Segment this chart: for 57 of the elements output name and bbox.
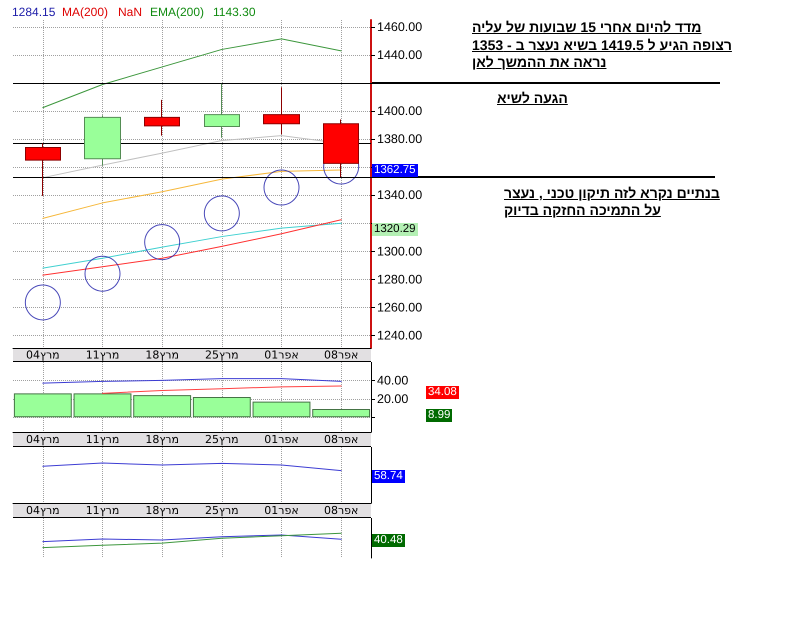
x-tick-label: 04מרץ bbox=[26, 348, 60, 362]
text: 58.74 bbox=[372, 470, 405, 483]
line-series bbox=[42, 169, 342, 219]
x-tick-label: 08אפר bbox=[324, 348, 358, 362]
y-tick-label: 1340.00 bbox=[377, 188, 422, 202]
x-tick-label: 01אפר bbox=[264, 348, 299, 362]
text: EMA(200) bbox=[150, 5, 204, 19]
x-tick-label: 11מרץ bbox=[86, 348, 120, 362]
point bbox=[24, 284, 61, 320]
text: מדד להיום אחרי 15 שבועות של עליה רצופה הגיע ל 1419.5 בשיא נעצר ב - 1353 נראה את ההמשך לאן bbox=[472, 19, 732, 72]
point bbox=[264, 170, 300, 206]
x-tick-label: 25מרץ bbox=[205, 433, 239, 446]
y-tick-label: 1280.00 bbox=[377, 272, 422, 286]
ref-line-label: בנתיים נקרא לזה תיקון טכני , נעצר על התמיכה החזקה בדיוק bbox=[504, 184, 720, 220]
x-tick-label: 18מרץ bbox=[145, 504, 179, 517]
x-tick-label: 04מרץ bbox=[26, 504, 60, 517]
candlestick bbox=[84, 114, 121, 166]
candlestick bbox=[263, 86, 300, 135]
line-series bbox=[42, 222, 342, 269]
y-tick-label: 1440.00 bbox=[377, 48, 422, 62]
text: 8.99 bbox=[426, 409, 452, 422]
x-tick-label: 08אפר bbox=[324, 433, 358, 446]
y-tick-label: 1240.00 bbox=[377, 328, 422, 342]
y-tick-label: 1300.00 bbox=[377, 244, 422, 258]
x-tick-label: 25מרץ bbox=[205, 504, 239, 517]
point bbox=[204, 195, 240, 232]
text: 1320.29 bbox=[372, 223, 418, 236]
line-series bbox=[42, 38, 342, 108]
x-tick-label: 18מרץ bbox=[145, 433, 179, 446]
candlestick bbox=[144, 99, 180, 136]
candlestick bbox=[204, 83, 240, 138]
x-tick-label: 11מרץ bbox=[86, 504, 120, 517]
x-tick-label: 08אפר bbox=[324, 504, 358, 517]
text: NaN bbox=[118, 5, 142, 19]
x-tick-label: 25מרץ bbox=[205, 348, 239, 362]
x-tick-label: 01אפר bbox=[264, 504, 299, 517]
text: 34.08 bbox=[426, 386, 459, 399]
text: 1362.75 bbox=[372, 164, 418, 176]
point bbox=[84, 256, 120, 292]
text: 1284.15 bbox=[12, 5, 56, 19]
text: 1143.30 bbox=[213, 5, 256, 19]
line-series bbox=[102, 385, 342, 394]
y-tick-label: 1380.00 bbox=[377, 132, 422, 146]
x-tick-label: 11מרץ bbox=[86, 433, 120, 446]
text: MA(200) bbox=[62, 5, 108, 19]
x-tick-label: 01אפר bbox=[264, 433, 299, 446]
point bbox=[144, 224, 180, 260]
y-tick-label: 1460.00 bbox=[377, 20, 422, 34]
y-tick-label: 40.00 bbox=[377, 373, 408, 388]
ref-line-label: הגעה לשיא bbox=[497, 90, 568, 108]
y-tick-label: 20.00 bbox=[377, 392, 408, 406]
line-series bbox=[42, 219, 342, 276]
x-tick-label: 18מרץ bbox=[145, 348, 179, 362]
x-tick-label: 04מרץ bbox=[26, 433, 60, 446]
y-tick-label: 1400.00 bbox=[377, 104, 422, 118]
candlestick bbox=[25, 142, 61, 196]
y-tick-label: 1260.00 bbox=[377, 300, 422, 314]
